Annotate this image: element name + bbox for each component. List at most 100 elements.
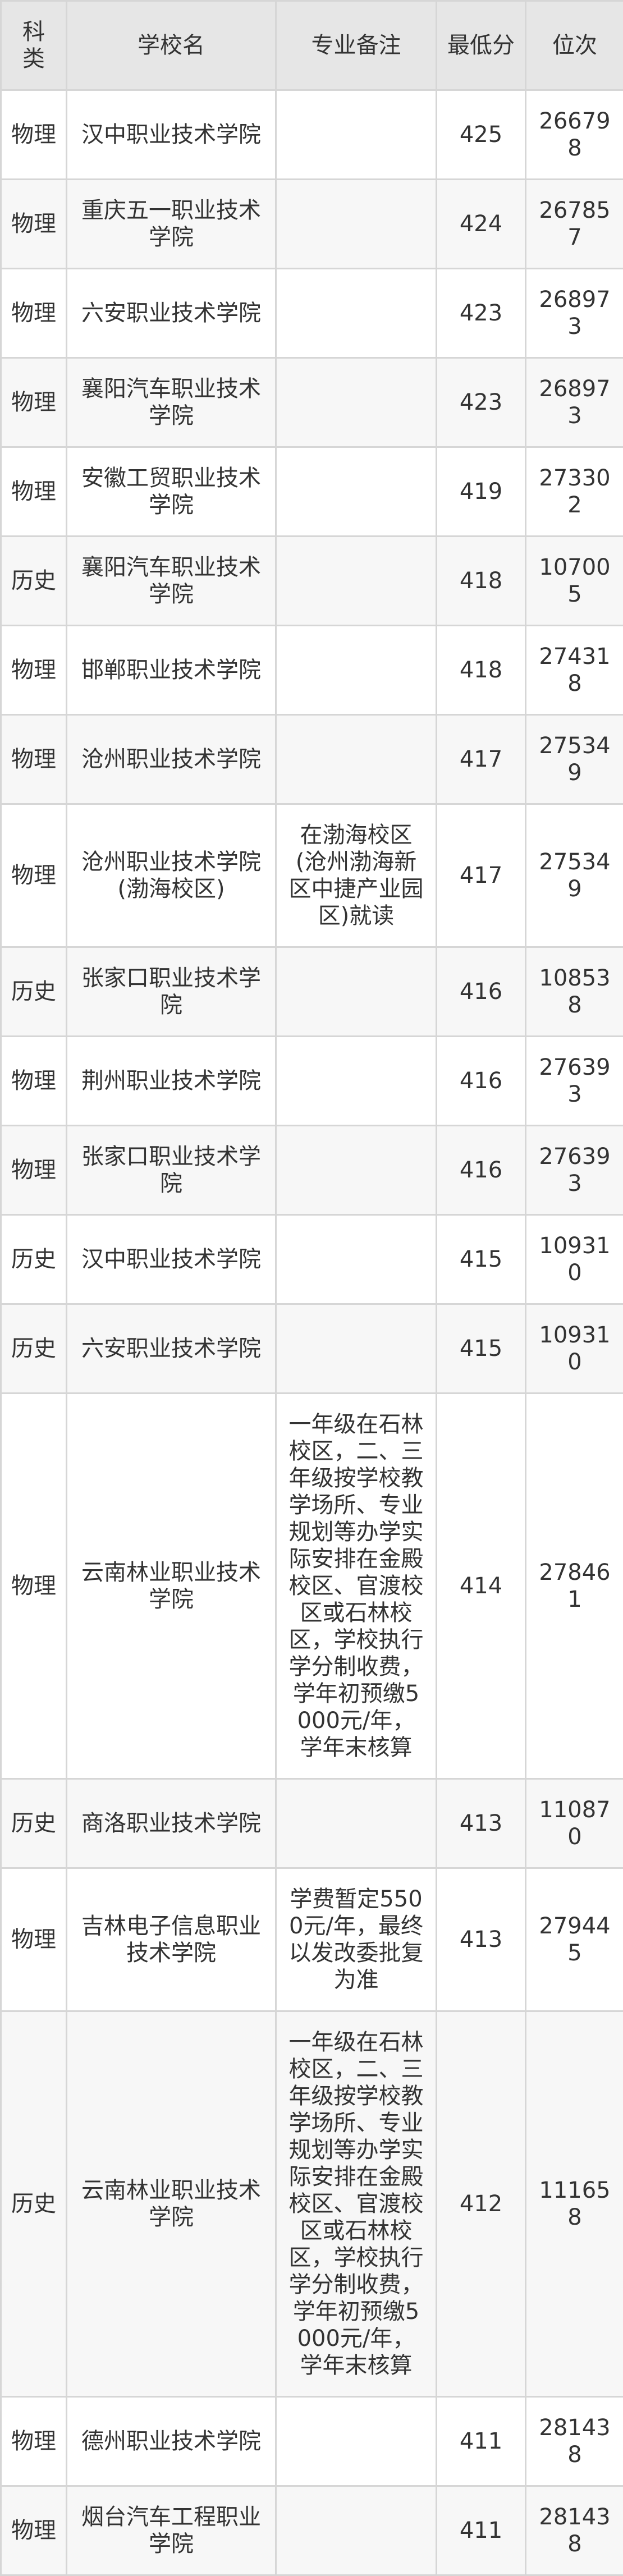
table-row: 物理云南林业职业技术学院一年级在石林校区，二、三年级按学校教学场所、专业规划等办… [1, 1394, 623, 1779]
school-cell: 云南林业职业技术学院 [67, 2011, 276, 2397]
min-score-cell: 423 [437, 269, 526, 358]
kind-cell: 物理 [1, 447, 67, 537]
header-rank: 位次 [526, 1, 623, 90]
kind-cell: 历史 [1, 537, 67, 626]
min-score-cell: 413 [437, 1868, 526, 2011]
note-cell: 一年级在石林校区，二、三年级按学校教学场所、专业规划等办学实际安排在金殿校区、官… [276, 2011, 437, 2397]
kind-cell: 物理 [1, 626, 67, 715]
kind-cell: 物理 [1, 269, 67, 358]
min-score-cell: 418 [437, 626, 526, 715]
rank-cell: 109310 [526, 1215, 623, 1304]
kind-cell: 历史 [1, 1215, 67, 1304]
note-cell [276, 1779, 437, 1868]
rank-cell: 276393 [526, 1037, 623, 1126]
min-score-cell: 413 [437, 1779, 526, 1868]
min-score-cell: 423 [437, 358, 526, 447]
note-cell [276, 1215, 437, 1304]
min-score-cell: 415 [437, 1304, 526, 1394]
school-cell: 张家口职业技术学院 [67, 1126, 276, 1215]
rank-cell: 275349 [526, 804, 623, 947]
school-cell: 德州职业技术学院 [67, 2397, 276, 2486]
min-score-cell: 416 [437, 1126, 526, 1215]
school-cell: 重庆五一职业技术学院 [67, 180, 276, 269]
kind-cell: 物理 [1, 2397, 67, 2486]
kind-cell: 物理 [1, 1868, 67, 2011]
school-cell: 沧州职业技术学院 [67, 715, 276, 804]
note-cell [276, 626, 437, 715]
rank-cell: 273302 [526, 447, 623, 537]
rank-cell: 108538 [526, 947, 623, 1037]
school-cell: 沧州职业技术学院(渤海校区) [67, 804, 276, 947]
kind-cell: 物理 [1, 90, 67, 180]
rank-cell: 278461 [526, 1394, 623, 1779]
school-cell: 商洛职业技术学院 [67, 1779, 276, 1868]
note-cell [276, 269, 437, 358]
note-cell [276, 537, 437, 626]
header-kind: 科类 [1, 1, 67, 90]
school-cell: 云南林业职业技术学院 [67, 1394, 276, 1779]
school-cell: 六安职业技术学院 [67, 1304, 276, 1394]
kind-cell: 物理 [1, 1037, 67, 1126]
kind-cell: 物理 [1, 2486, 67, 2575]
note-cell [276, 2397, 437, 2486]
min-score-cell: 416 [437, 1037, 526, 1126]
rank-cell: 267857 [526, 180, 623, 269]
rank-cell: 109310 [526, 1304, 623, 1394]
min-score-cell: 425 [437, 90, 526, 180]
rank-cell: 274318 [526, 626, 623, 715]
rank-cell: 268973 [526, 269, 623, 358]
school-cell: 吉林电子信息职业技术学院 [67, 1868, 276, 2011]
note-cell: 在渤海校区(沧州渤海新区中捷产业园区)就读 [276, 804, 437, 947]
school-cell: 襄阳汽车职业技术学院 [67, 358, 276, 447]
rank-cell: 268973 [526, 358, 623, 447]
kind-cell: 物理 [1, 804, 67, 947]
note-cell [276, 2486, 437, 2575]
header-note: 专业备注 [276, 1, 437, 90]
min-score-cell: 411 [437, 2486, 526, 2575]
school-cell: 烟台汽车工程职业学院 [67, 2486, 276, 2575]
rank-cell: 276393 [526, 1126, 623, 1215]
note-cell [276, 1126, 437, 1215]
min-score-cell: 416 [437, 947, 526, 1037]
school-cell: 张家口职业技术学院 [67, 947, 276, 1037]
min-score-cell: 417 [437, 715, 526, 804]
rank-cell: 281438 [526, 2397, 623, 2486]
min-score-cell: 424 [437, 180, 526, 269]
school-cell: 荆州职业技术学院 [67, 1037, 276, 1126]
school-cell: 汉中职业技术学院 [67, 90, 276, 180]
rank-cell: 266798 [526, 90, 623, 180]
min-score-cell: 414 [437, 1394, 526, 1779]
school-cell: 六安职业技术学院 [67, 269, 276, 358]
note-cell [276, 358, 437, 447]
note-cell [276, 715, 437, 804]
rank-cell: 107005 [526, 537, 623, 626]
kind-cell: 物理 [1, 180, 67, 269]
note-cell [276, 947, 437, 1037]
kind-cell: 历史 [1, 2011, 67, 2397]
note-cell [276, 90, 437, 180]
table-header-row: 科类 学校名 专业备注 最低分 位次 [1, 1, 623, 90]
min-score-cell: 415 [437, 1215, 526, 1304]
kind-cell: 物理 [1, 1126, 67, 1215]
school-cell: 邯郸职业技术学院 [67, 626, 276, 715]
note-cell [276, 180, 437, 269]
rank-cell: 111658 [526, 2011, 623, 2397]
min-score-cell: 418 [437, 537, 526, 626]
note-cell [276, 1304, 437, 1394]
rank-cell: 279445 [526, 1868, 623, 2011]
